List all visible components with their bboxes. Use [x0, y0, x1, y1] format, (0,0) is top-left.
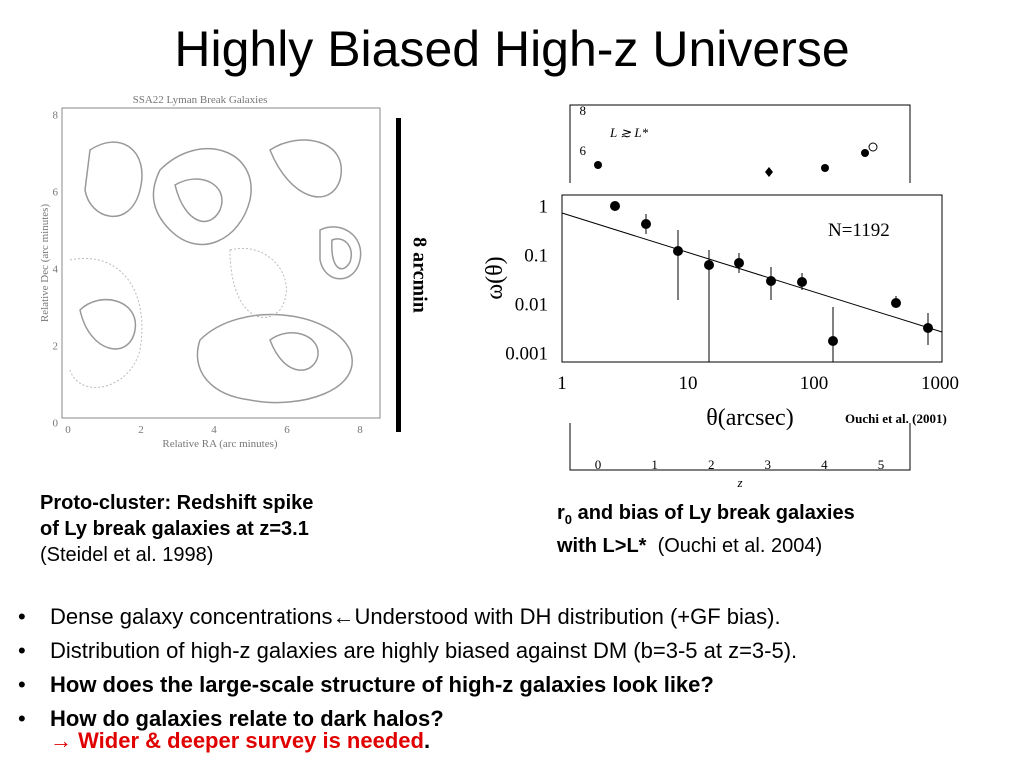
sample-size: N=1192 [828, 220, 890, 241]
back-y-ticks: 86 [580, 103, 587, 158]
left-caption: Proto-cluster: Redshift spike of Ly brea… [40, 490, 313, 568]
tick-label: 0.1 [524, 245, 548, 266]
contour-figure: SSA22 Lyman Break Galaxies Relative RA (… [39, 94, 430, 450]
caption-line: r0 and bias of Ly break galaxies [557, 500, 855, 533]
subscript: 0 [564, 512, 573, 527]
x-ticks: 1 10 100 1000 [557, 373, 959, 394]
conclusion-text: → Wider & deeper survey is needed [50, 728, 424, 753]
conclusion: → Wider & deeper survey is needed. [50, 728, 797, 754]
bullet-text: How does the large-scale structure of hi… [50, 672, 714, 697]
y-axis-label: Relative Dec (arc minutes) [39, 204, 51, 323]
bullet: • How do galaxies relate to dark halos? [18, 702, 797, 736]
plot-frame [61, 107, 381, 419]
back-x-label: z [736, 475, 742, 490]
tick-label: 4 [821, 457, 828, 472]
caption-text: with L>L* [557, 535, 647, 557]
slide-title: Highly Biased High-z Universe [174, 21, 850, 77]
caption-line: Proto-cluster: Redshift spike [40, 492, 314, 514]
bullet-marker: • [18, 638, 26, 663]
tick-label: 4 [211, 424, 217, 436]
tick-label: 6 [580, 143, 587, 158]
caption-line: with L>L* (Ouchi et al. 2004) [557, 533, 855, 559]
scale-bar-label: 8 arcmin [408, 237, 430, 313]
tick-label: 8 [53, 110, 59, 122]
tick-label: 10 [679, 373, 698, 394]
tick-label: 0.001 [505, 343, 548, 364]
back-points [594, 142, 878, 177]
y-axis-label: ω(θ) [482, 256, 508, 299]
data-points [610, 201, 933, 346]
bullet-marker: • [18, 672, 26, 697]
bullet-list: • Dense galaxy concentrations←Understood … [18, 600, 797, 754]
caption-line: of Ly break galaxies at z=3.1 [40, 518, 309, 540]
tick-label: 100 [800, 373, 829, 394]
tick-label: 4 [53, 264, 59, 276]
x-axis-label: Relative RA (arc minutes) [162, 438, 277, 450]
x-axis-label: θ(arcsec) [706, 405, 793, 431]
bullet-text: How do galaxies relate to dark halos? [50, 706, 444, 731]
scale-bar [396, 118, 401, 432]
tick-label: 5 [878, 457, 885, 472]
caption-text: and bias of Ly break galaxies [572, 502, 855, 524]
credit: Ouchi et al. (2001) [845, 411, 947, 426]
tick-label: 6 [284, 424, 290, 436]
bullet-text: Dense galaxy concentrations←Understood w… [50, 604, 781, 629]
fit-line [561, 212, 943, 333]
tick-label: 1 [557, 373, 567, 394]
tick-label: 2 [53, 341, 59, 353]
bullet: • Dense galaxy concentrations←Understood … [18, 600, 797, 634]
tick-label: 6 [53, 187, 59, 199]
tick-label: 1 [539, 196, 549, 217]
tick-label: 3 [765, 457, 772, 472]
tick-label: 1 [651, 457, 658, 472]
right-caption: r0 and bias of Ly break galaxies with L>… [557, 500, 855, 559]
bullet-marker: • [18, 706, 26, 731]
tick-label: 8 [580, 103, 587, 118]
tick-label: 0 [65, 424, 71, 436]
symbol: r [557, 502, 565, 524]
tick-label: 0 [53, 418, 59, 430]
front-panel [552, 183, 957, 423]
dotted-contours [69, 248, 287, 388]
y-ticks: 8 6 4 2 0 [53, 110, 59, 430]
citation: (Ouchi et al. 2004) [657, 535, 823, 557]
tick-label: 0.01 [515, 294, 548, 315]
front-plot-frame [561, 194, 943, 363]
back-x-ticks: 0 1 2 3 4 5 [595, 457, 885, 472]
bullet: • Distribution of high-z galaxies are hig… [18, 634, 797, 668]
y-ticks: 1 0.1 0.01 0.001 [505, 196, 548, 364]
citation: (Steidel et al. 1998) [40, 544, 214, 566]
bullet-marker: • [18, 604, 26, 629]
conclusion-end: . [423, 728, 431, 753]
tick-label: 2 [708, 457, 715, 472]
error-bars [645, 214, 929, 362]
tick-label: 2 [138, 424, 144, 436]
figure-title: SSA22 Lyman Break Galaxies [133, 94, 268, 106]
bullet: • How does the large-scale structure of h… [18, 668, 797, 702]
bullet-text: Distribution of high-z galaxies are high… [50, 638, 798, 663]
tick-label: 1000 [921, 373, 959, 394]
tick-label: 0 [595, 457, 602, 472]
back-annotation: L ≳ L* [609, 125, 649, 140]
contours [79, 139, 362, 404]
x-ticks: 0 2 4 6 8 [65, 424, 363, 436]
tick-label: 8 [357, 424, 363, 436]
